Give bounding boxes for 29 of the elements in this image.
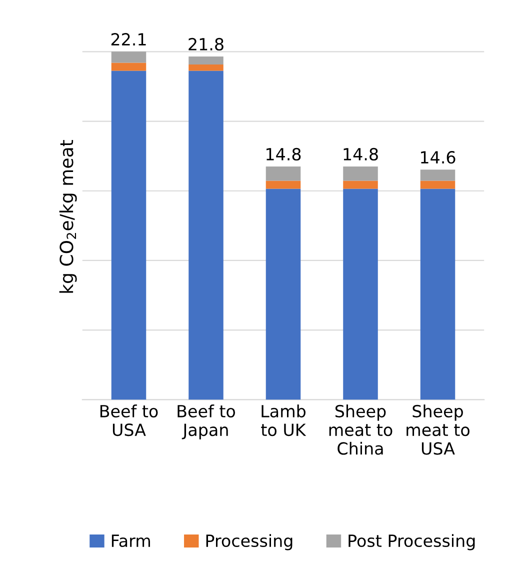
x-tick-label: Beef to USA: [100, 404, 158, 436]
x-tick-label: Sheep meat to China: [329, 404, 392, 455]
bar: [266, 166, 301, 181]
x-tick-label: Sheep meat to USA: [406, 404, 470, 455]
bar: [266, 180, 301, 189]
annotation: 14.8: [266, 148, 301, 161]
bar: [343, 166, 378, 181]
bar: [111, 70, 146, 400]
bar: [420, 180, 456, 189]
bar: [343, 188, 378, 400]
legend-label: Post Processing: [348, 534, 475, 550]
bar: [420, 188, 456, 400]
annotation: 22.1: [111, 33, 146, 46]
bar: [188, 56, 224, 65]
legend-label: Processing: [206, 534, 292, 550]
legend-label: Farm: [112, 534, 150, 548]
bar: [343, 180, 378, 189]
x-tick-label: Lamb to UK: [261, 404, 306, 436]
bar: [188, 70, 224, 400]
annotation: 14.8: [344, 148, 378, 161]
bar: [420, 170, 456, 181]
y-axis-title: kg CO$_{2}$e/kg meat: [59, 140, 77, 293]
bar: [188, 64, 224, 71]
bar: [266, 188, 301, 400]
annotation: 21.8: [188, 38, 224, 51]
bar: [111, 62, 146, 71]
x-tick-label: Beef to Japan: [178, 404, 236, 440]
annotation: 14.6: [421, 151, 456, 164]
bar: [111, 52, 146, 63]
